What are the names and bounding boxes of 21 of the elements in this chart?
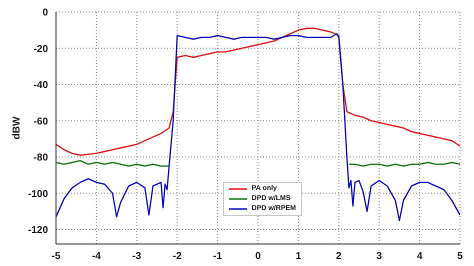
x-tick-label: 3	[376, 251, 382, 262]
y-tick-label: 0	[42, 8, 48, 19]
x-tick-label: 0	[255, 251, 262, 262]
y-tick-label: -120	[28, 225, 48, 236]
y-tick-label: -80	[34, 152, 48, 164]
y-tick-label: -60	[34, 116, 48, 128]
x-tick-label: -4	[92, 251, 102, 262]
x-tick-label: -3	[132, 251, 142, 262]
x-tick-label: -2	[172, 251, 182, 262]
y-tick-label: -100	[28, 188, 48, 200]
x-tick-label: 4	[416, 251, 423, 262]
line-series	[56, 28, 460, 156]
line-series	[56, 33, 460, 222]
x-tick-label: -1	[213, 251, 222, 262]
x-tick-label: 1	[296, 251, 302, 262]
y-tick-label: -40	[34, 80, 48, 92]
y-axis-title: dBW	[12, 116, 23, 140]
x-tick-label: 5	[457, 251, 464, 262]
x-tick-label: 2	[336, 251, 342, 262]
x-tick-label: -5	[52, 251, 61, 262]
y-tick-label: -20	[34, 44, 48, 55]
